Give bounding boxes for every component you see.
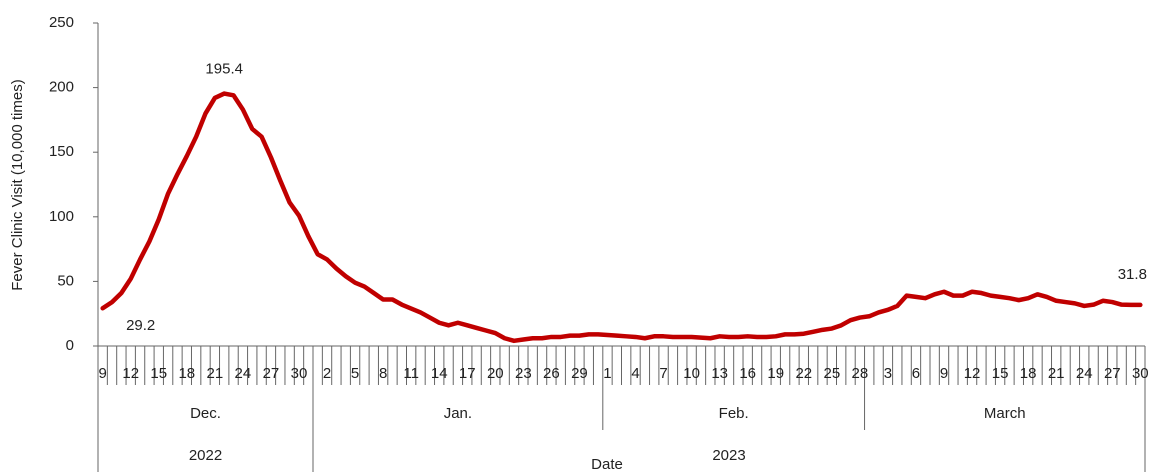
x-tick-label: 29	[571, 365, 588, 382]
year-label: 2022	[189, 447, 222, 464]
x-tick-label: 22	[795, 365, 812, 382]
x-tick-label: 25	[823, 365, 840, 382]
x-tick-label: 7	[659, 365, 667, 382]
x-tick-label: 17	[459, 365, 476, 382]
x-tick-label: 30	[1132, 365, 1149, 382]
y-tick-label: 100	[49, 208, 74, 225]
x-axis-label: Date	[591, 456, 623, 472]
data-label: 29.2	[126, 317, 155, 334]
x-tick-label: 3	[884, 365, 892, 382]
data-label: 31.8	[1118, 266, 1147, 283]
x-tick-label: 8	[379, 365, 387, 382]
x-tick-label: 24	[1076, 365, 1093, 382]
y-tick-label: 250	[49, 14, 74, 31]
x-tick-label: 2	[323, 365, 331, 382]
data-line	[100, 91, 1143, 344]
x-tick-label: 12	[964, 365, 981, 382]
month-label: Dec.	[190, 405, 221, 422]
x-tick-label: 4	[631, 365, 639, 382]
y-tick-label: 200	[49, 79, 74, 96]
x-tick-label: 27	[1104, 365, 1121, 382]
data-label: 195.4	[205, 61, 243, 78]
x-tick-label: 5	[351, 365, 359, 382]
x-tick-label: 20	[487, 365, 504, 382]
month-label: Feb.	[719, 405, 749, 422]
x-tick-label: 14	[431, 365, 448, 382]
x-tick-label: 11	[403, 365, 419, 382]
x-tick-label: 9	[940, 365, 948, 382]
y-tick-label: 0	[66, 337, 74, 354]
y-axis-label: Fever Clinic Visit (10,000 times)	[9, 79, 26, 290]
year-label: 2023	[712, 447, 745, 464]
x-tick-label: 23	[515, 365, 532, 382]
x-tick-label: 27	[263, 365, 280, 382]
x-tick-label: 24	[235, 365, 252, 382]
y-tick-label: 50	[57, 272, 74, 289]
x-tick-label: 10	[683, 365, 700, 382]
month-label: Jan.	[444, 405, 472, 422]
x-tick-label: 15	[992, 365, 1009, 382]
month-label: March	[984, 405, 1026, 422]
x-tick-label: 13	[711, 365, 728, 382]
x-tick-label: 18	[178, 365, 195, 382]
x-tick-label: 15	[150, 365, 167, 382]
x-tick-label: 9	[99, 365, 107, 382]
x-tick-label: 28	[852, 365, 869, 382]
x-tick-label: 19	[767, 365, 784, 382]
x-tick-label: 30	[291, 365, 308, 382]
x-tick-label: 16	[739, 365, 756, 382]
x-tick-label: 1	[603, 365, 611, 382]
x-tick-label: 12	[122, 365, 139, 382]
x-tick-label: 21	[1048, 365, 1065, 382]
y-tick-label: 150	[49, 143, 74, 160]
x-tick-label: 21	[207, 365, 224, 382]
x-tick-label: 6	[912, 365, 920, 382]
x-tick-label: 18	[1020, 365, 1037, 382]
x-tick-label: 26	[543, 365, 560, 382]
